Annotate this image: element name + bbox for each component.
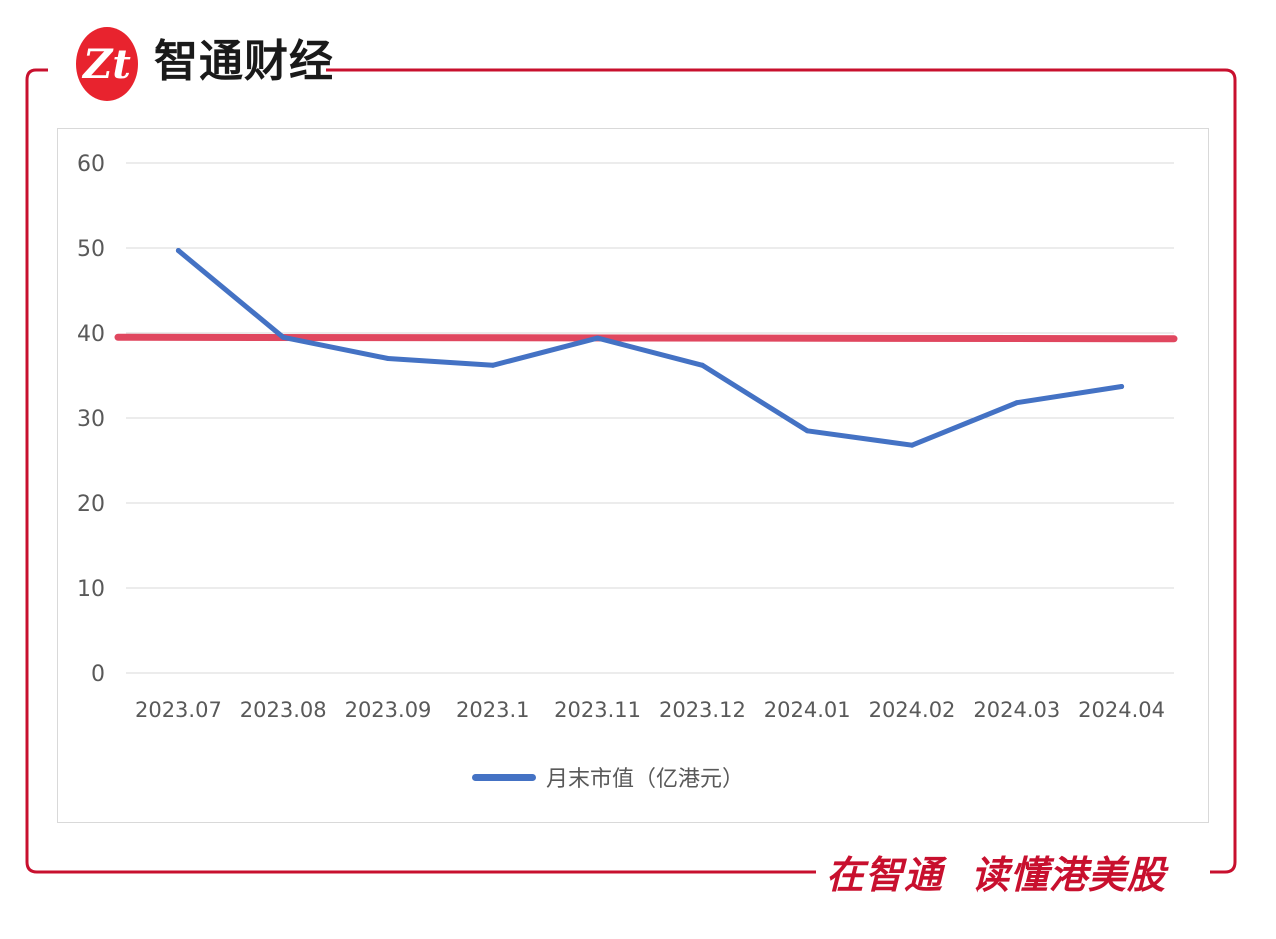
brand-logo: Zt: [76, 26, 138, 102]
x-tick-label: 2023.08: [240, 698, 327, 722]
legend: 月末市值（亿港元）: [472, 760, 744, 794]
x-tick-label: 2023.1: [456, 698, 529, 722]
data-point: [175, 248, 181, 254]
data-point: [595, 335, 601, 341]
slogan-part1: 在智通: [826, 853, 944, 897]
x-tick-label: 2024.02: [869, 698, 956, 722]
data-point: [909, 442, 915, 448]
data-point: [1014, 400, 1020, 406]
data-point: [385, 356, 391, 361]
reference-line: [114, 333, 1178, 343]
brand-logo-text: Zt: [81, 41, 131, 88]
brand-name: 智通财经: [154, 36, 334, 87]
y-tick-label: 30: [77, 407, 105, 432]
chart-container: [57, 128, 1209, 823]
data-point: [1119, 384, 1125, 390]
legend-swatch: [472, 773, 536, 781]
x-tick-label: 2023.12: [659, 698, 746, 722]
data-point: [280, 334, 286, 340]
y-tick-label: 40: [77, 322, 105, 347]
x-tick-label: 2023.07: [135, 698, 222, 722]
x-tick-label: 2024.04: [1078, 698, 1165, 722]
y-tick-label: 20: [77, 492, 105, 517]
x-tick-label: 2023.11: [554, 698, 641, 722]
series-line: [175, 248, 1125, 448]
y-tick-label: 50: [77, 237, 105, 262]
y-tick-label: 60: [77, 152, 105, 177]
y-tick-label: 10: [77, 577, 105, 602]
footer-slogan: 在智通 读懂港美股: [826, 850, 1166, 900]
legend-label: 月末市值（亿港元）: [546, 767, 745, 792]
x-tick-label: 2023.09: [345, 698, 432, 722]
data-point: [804, 428, 810, 434]
y-tick-label: 0: [91, 662, 105, 687]
x-tick-label: 2024.01: [764, 698, 851, 722]
data-point: [699, 362, 705, 368]
x-tick-label: 2024.03: [973, 698, 1060, 722]
slogan-part2: 读懂港美股: [971, 853, 1167, 897]
data-point: [490, 362, 496, 368]
